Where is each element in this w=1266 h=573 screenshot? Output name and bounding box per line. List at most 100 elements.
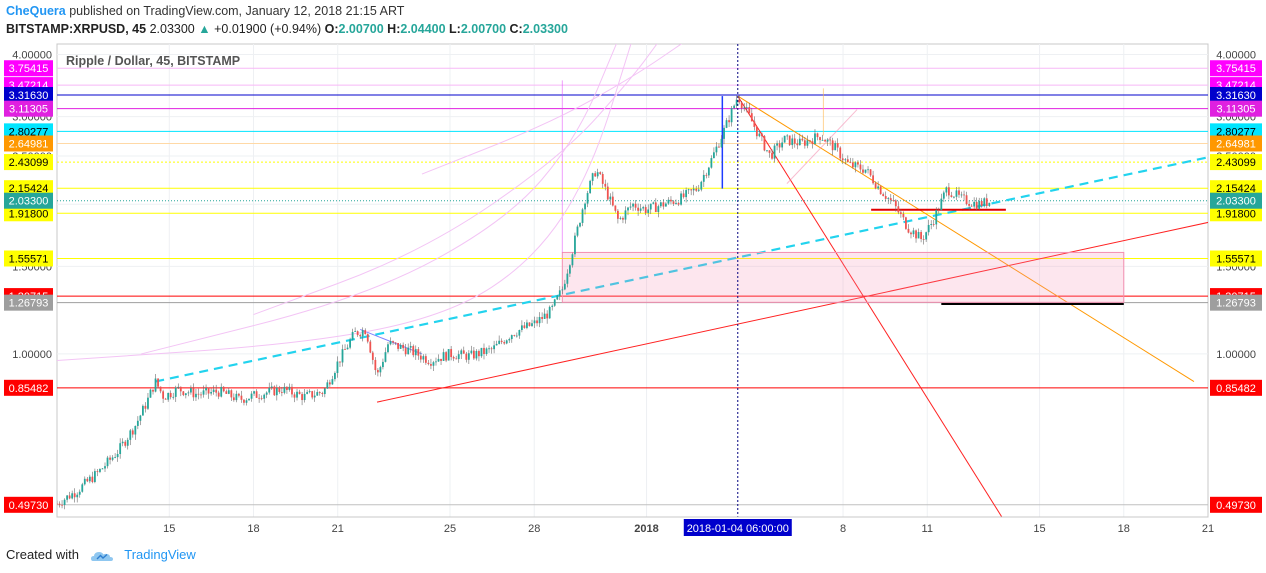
- level-badge-bg: [1210, 250, 1262, 267]
- level-badge-bg: [1210, 123, 1262, 140]
- candle-body: [781, 142, 784, 148]
- candle-body: [419, 355, 422, 360]
- candle-body: [382, 361, 384, 368]
- level-badge: 0.85482: [9, 383, 49, 395]
- candle-body: [83, 478, 86, 485]
- candle-body: [803, 140, 806, 146]
- candle-body: [935, 210, 938, 225]
- candle-body: [412, 346, 415, 356]
- candle-body: [351, 331, 354, 340]
- candle-body: [713, 152, 715, 159]
- candle-body: [366, 334, 369, 342]
- candle-body: [361, 330, 364, 337]
- candle-body: [558, 290, 561, 296]
- candle-body: [937, 210, 940, 211]
- high-label: H:: [387, 22, 401, 36]
- tradingview-brand-link[interactable]: TradingView: [124, 547, 196, 562]
- candle-body: [210, 392, 213, 394]
- candle-body: [546, 313, 549, 319]
- x-tick-label: 11: [922, 523, 933, 535]
- level-badge-bg: [1210, 294, 1262, 311]
- candle-body: [222, 386, 225, 392]
- candle-body: [879, 186, 882, 195]
- candle-body: [912, 230, 915, 235]
- level-badge: 2.15424: [1216, 183, 1256, 195]
- candle-body: [99, 469, 101, 472]
- candle-body: [76, 494, 79, 498]
- level-badge: 3.11305: [9, 104, 48, 116]
- candle-body: [442, 352, 445, 361]
- level-badge: 2.64981: [9, 138, 49, 150]
- candle-body: [849, 162, 852, 163]
- candle-body: [364, 330, 367, 335]
- level-badge: 0.49730: [1216, 500, 1256, 512]
- last-price: 2.03300: [149, 22, 195, 36]
- candle-body: [942, 192, 945, 199]
- candle-body: [958, 190, 960, 195]
- candle-body: [356, 331, 359, 336]
- candle-body: [705, 174, 708, 176]
- candle-body: [604, 183, 607, 187]
- candle-body: [960, 194, 963, 196]
- candle-body: [179, 386, 182, 392]
- candle-body: [617, 210, 619, 219]
- candle-body: [296, 391, 298, 398]
- candle-body: [639, 208, 642, 211]
- candle-body: [510, 335, 513, 340]
- candle-body: [167, 392, 170, 400]
- author-name[interactable]: CheQuera: [6, 4, 66, 18]
- candle-body: [505, 340, 508, 344]
- candle-body: [867, 169, 869, 171]
- candle-body: [513, 335, 516, 336]
- candle-body: [761, 133, 763, 137]
- candle-body: [541, 317, 544, 319]
- candle-body: [839, 147, 842, 159]
- candle-body: [862, 169, 864, 173]
- candle-body: [528, 322, 531, 326]
- candle-body: [457, 354, 460, 360]
- candle-body: [177, 386, 180, 388]
- candle-body: [922, 239, 925, 240]
- high-value: 2.04400: [400, 22, 446, 36]
- candle-body: [864, 169, 867, 173]
- candle-body: [662, 202, 665, 207]
- candle-body: [71, 493, 74, 499]
- fib-arc: [57, 44, 632, 362]
- x-tick-label: 18: [1118, 523, 1130, 535]
- candle-body: [288, 386, 291, 390]
- level-badge: 1.26793: [9, 298, 49, 310]
- candle-body: [270, 386, 273, 388]
- candle-body: [197, 393, 200, 395]
- candle-body: [809, 140, 811, 142]
- candle-body: [326, 382, 329, 389]
- level-badge-bg: [1210, 60, 1262, 77]
- candle-body: [637, 207, 640, 211]
- candle-body: [111, 457, 114, 460]
- candle-body: [579, 222, 581, 227]
- candle-body: [831, 140, 834, 151]
- candle-body: [490, 348, 493, 350]
- candle-body: [975, 201, 978, 210]
- candle-body: [430, 364, 432, 366]
- candle-body: [718, 146, 720, 148]
- up-arrow-icon: ▲: [198, 22, 211, 36]
- candle-body: [629, 206, 632, 208]
- candle-body: [278, 387, 281, 392]
- candle-body: [172, 396, 175, 398]
- level-badge: 2.43099: [1216, 157, 1256, 169]
- candle-body: [778, 143, 781, 148]
- candle-body: [677, 202, 680, 205]
- candle-body: [493, 345, 495, 350]
- candle-body: [149, 389, 152, 398]
- candle-body: [445, 352, 447, 361]
- candle-body: [245, 400, 248, 403]
- fib-arc: [141, 44, 617, 355]
- candle-body: [174, 387, 177, 397]
- candle-body: [265, 392, 268, 395]
- level-badge: 3.31630: [9, 90, 49, 102]
- level-badge-bg: [4, 294, 53, 311]
- level-badge-bg: [4, 379, 53, 396]
- candle-body: [427, 362, 430, 365]
- candle-body: [730, 108, 733, 123]
